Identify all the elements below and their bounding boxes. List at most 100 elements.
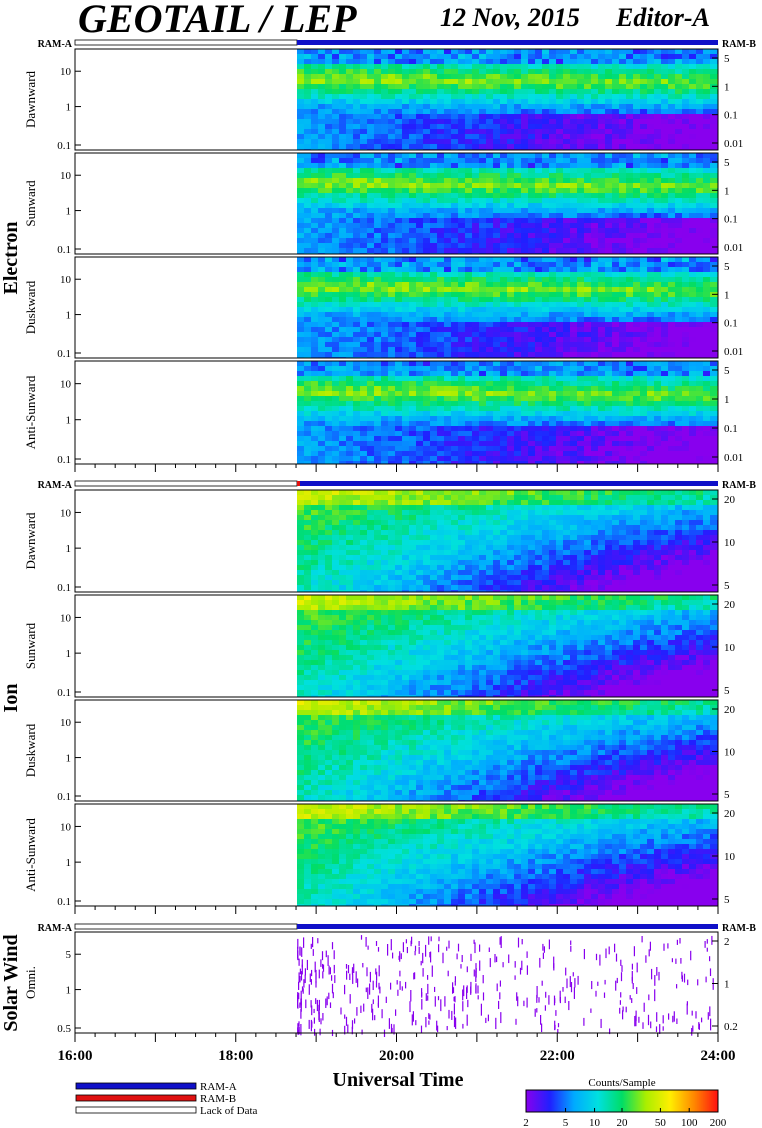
heatmap-cell — [654, 371, 661, 376]
heatmap-cell — [388, 228, 395, 233]
heatmap-cell — [507, 322, 514, 327]
heatmap-cell — [465, 401, 472, 406]
heatmap-cell — [479, 267, 486, 272]
heatmap-cell — [318, 188, 325, 193]
heatmap-cell — [493, 322, 500, 327]
heatmap-cell — [542, 168, 549, 173]
heatmap-cell — [437, 104, 444, 109]
heatmap-cell — [402, 332, 409, 337]
heatmap-cell — [500, 366, 507, 371]
heatmap-cell — [402, 282, 409, 287]
heatmap-cell — [675, 114, 682, 119]
heatmap-cell — [570, 99, 577, 104]
heatmap-cell — [570, 233, 577, 238]
heatmap-cell — [521, 307, 528, 312]
heatmap-cell — [514, 119, 521, 124]
heatmap-cell — [570, 69, 577, 74]
heatmap-cell — [402, 238, 409, 243]
heatmap-cell — [514, 233, 521, 238]
heatmap-cell — [521, 158, 528, 163]
heatmap-cell — [430, 163, 437, 168]
heatmap-cell — [339, 426, 346, 431]
heatmap-cell — [619, 99, 626, 104]
heatmap-cell — [381, 74, 388, 79]
heatmap-cell — [514, 144, 521, 149]
heatmap-cell — [493, 228, 500, 233]
right-tick-label: 5 — [724, 53, 730, 65]
heatmap-cell — [311, 74, 318, 79]
heatmap-cell — [458, 297, 465, 302]
heatmap-cell — [598, 327, 605, 332]
heatmap-cell — [311, 262, 318, 267]
heatmap-cell — [311, 461, 318, 464]
heatmap-cell — [514, 282, 521, 287]
heatmap-cell — [381, 193, 388, 198]
heatmap-cell — [626, 342, 633, 347]
heatmap-cell — [409, 124, 416, 129]
heatmap-cell — [493, 248, 500, 253]
heatmap-cell — [339, 257, 346, 262]
heatmap-cell — [374, 451, 381, 456]
heatmap-cell — [297, 431, 304, 436]
heatmap-cell — [521, 163, 528, 168]
heatmap-cell — [542, 436, 549, 441]
heatmap-cell — [633, 153, 640, 158]
heatmap-cell — [311, 371, 318, 376]
heatmap-cell — [374, 332, 381, 337]
heatmap-cell — [514, 178, 521, 183]
heatmap-cell — [486, 193, 493, 198]
heatmap-cell — [437, 381, 444, 386]
heatmap-cell — [409, 203, 416, 208]
heatmap-cell — [325, 322, 332, 327]
heatmap-cell — [318, 64, 325, 69]
heatmap-cell — [570, 396, 577, 401]
heatmap-cell — [507, 342, 514, 347]
heatmap-cell — [521, 431, 528, 436]
heatmap-cell — [647, 168, 654, 173]
heatmap-cell — [647, 129, 654, 134]
heatmap-cell — [570, 153, 577, 158]
heatmap-cell — [598, 183, 605, 188]
heatmap-cell — [612, 84, 619, 89]
heatmap-cell — [444, 287, 451, 292]
heatmap-cell — [297, 307, 304, 312]
heatmap-cell — [346, 49, 353, 54]
heatmap-cell — [668, 144, 675, 149]
heatmap-cell — [374, 446, 381, 451]
heatmap-cell — [521, 401, 528, 406]
heatmap-cell — [619, 213, 626, 218]
heatmap-cell — [374, 218, 381, 223]
heatmap-cell — [353, 54, 360, 59]
heatmap-cell — [353, 134, 360, 139]
heatmap-cell — [444, 163, 451, 168]
heatmap-cell — [514, 99, 521, 104]
heatmap-cell — [409, 361, 416, 366]
heatmap-cell — [472, 431, 479, 436]
heatmap-cell — [297, 396, 304, 401]
heatmap-cell — [668, 352, 675, 357]
heatmap-cell — [360, 89, 367, 94]
heatmap-cell — [430, 79, 437, 84]
heatmap-cell — [521, 436, 528, 441]
heatmap-cell — [444, 396, 451, 401]
heatmap-cell — [535, 436, 542, 441]
heatmap-cell — [332, 282, 339, 287]
right-tick-label: 1 — [724, 185, 730, 197]
heatmap-cell — [318, 178, 325, 183]
heatmap-cell — [556, 347, 563, 352]
heatmap-cell — [542, 277, 549, 282]
heatmap-cell — [318, 89, 325, 94]
heatmap-cell — [360, 332, 367, 337]
heatmap-cell — [353, 332, 360, 337]
heatmap-cell — [696, 129, 703, 134]
heatmap-cell — [619, 371, 626, 376]
heatmap-cell — [395, 401, 402, 406]
heatmap-cell — [465, 337, 472, 342]
heatmap-cell — [409, 347, 416, 352]
heatmap-cell — [402, 461, 409, 464]
heatmap-cell — [451, 381, 458, 386]
heatmap-cell — [556, 396, 563, 401]
heatmap-cell — [535, 287, 542, 292]
heatmap-cell — [598, 198, 605, 203]
heatmap-cell — [577, 218, 584, 223]
